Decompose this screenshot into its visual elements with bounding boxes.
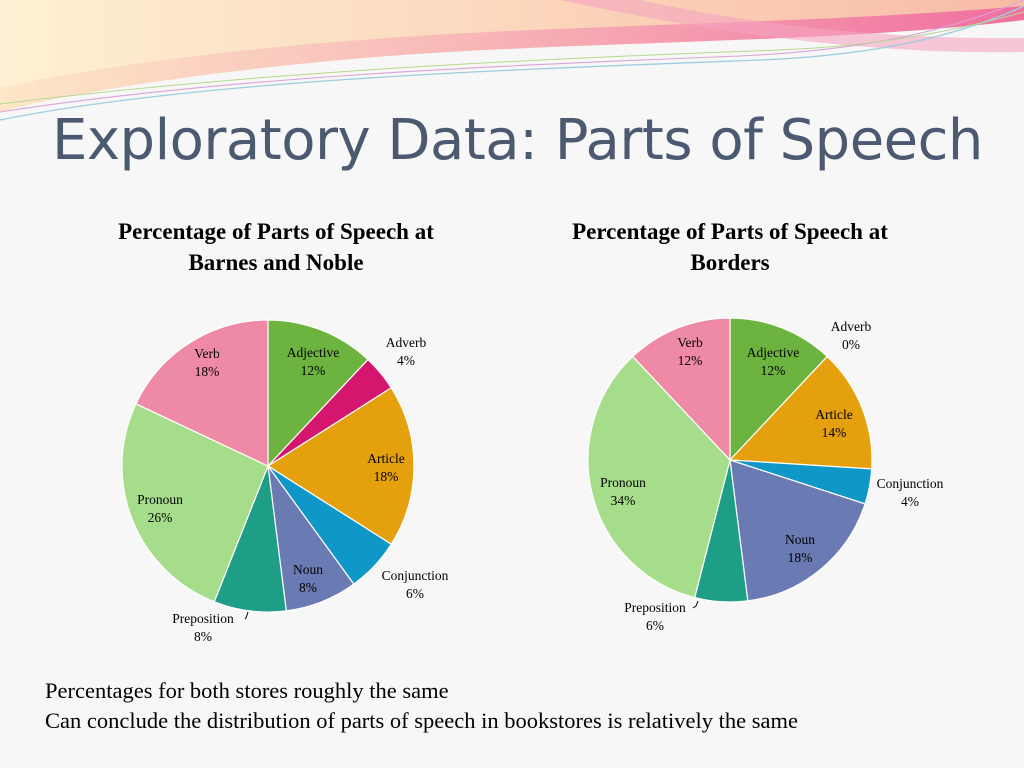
note-line-2: Can conclude the distribution of parts o…: [45, 708, 798, 733]
pie-slice-adjective: [267, 319, 369, 468]
decorative-header-waves: [0, 0, 1024, 121]
data-label-noun: Noun 18%: [785, 532, 815, 565]
pie-slice-pronoun: [587, 355, 731, 599]
data-label-preposition: Preposition 6%: [624, 600, 686, 633]
data-label-conjunction: Conjunction 6%: [382, 568, 449, 601]
chart-title: Percentage of Parts of Speech at Barnes …: [56, 216, 496, 278]
chart-title-line-1: Percentage of Parts of Speech at: [118, 219, 434, 244]
chart-borders: Percentage of Parts of Speech at Borders…: [510, 216, 950, 656]
leader-line-preposition: [692, 600, 699, 609]
slide-title: Exploratory Data: Parts of Speech: [52, 108, 983, 173]
data-label-article: Article 18%: [367, 451, 404, 484]
chart-title-line-2: Borders: [690, 250, 770, 275]
pie-slice-article: [728, 355, 873, 470]
leader-line-preposition: [244, 611, 249, 620]
data-label-conjunction: Conjunction 4%: [877, 476, 944, 509]
slide-notes: Percentages for both stores roughly the …: [45, 676, 798, 736]
pie-slice-verb: [135, 319, 269, 467]
pie-slice-adjective: [729, 317, 829, 462]
pie-slices: [121, 319, 415, 613]
chart-title-line-1: Percentage of Parts of Speech at: [572, 219, 888, 244]
pie-slice-article: [266, 386, 415, 546]
pie-slice-noun: [729, 459, 866, 602]
pie-slice-verb: [631, 317, 731, 462]
chart-title: Percentage of Parts of Speech at Borders: [510, 216, 950, 278]
data-label-article: Article 14%: [815, 407, 852, 440]
data-label-pronoun: Pronoun 26%: [137, 492, 183, 525]
pie-svg: Adjective 12% Adverb 0% Article 14% Conjunctio…: [587, 317, 944, 633]
data-label-noun: Noun 8%: [293, 562, 323, 595]
data-label-verb: Verb 12%: [677, 335, 703, 368]
data-label-adjective: Adjective 12%: [747, 345, 799, 378]
pie-slices: [587, 317, 873, 603]
data-label-preposition: Preposition 8%: [172, 611, 234, 644]
data-label-verb: Verb 18%: [194, 346, 220, 379]
pie-svg: Adjective 12% Adverb 4% Article 18% Conjunctio…: [121, 319, 449, 644]
data-label-adverb: Adverb 4%: [386, 335, 427, 368]
pie-labels: Adjective 12% Adverb 0% Article 14% Conjunctio…: [600, 319, 944, 633]
data-label-adverb: Adverb 0%: [831, 319, 872, 352]
pie-slice-pronoun: [121, 403, 269, 603]
chart-barnes-and-noble: Percentage of Parts of Speech at Barnes …: [56, 216, 496, 656]
chart-title-line-2: Barnes and Noble: [188, 250, 364, 275]
data-label-adjective: Adjective 12%: [287, 345, 339, 378]
pie-labels: Adjective 12% Adverb 4% Article 18% Conjunctio…: [137, 335, 449, 644]
data-label-pronoun: Pronoun 34%: [600, 475, 646, 508]
note-line-1: Percentages for both stores roughly the …: [45, 678, 449, 703]
